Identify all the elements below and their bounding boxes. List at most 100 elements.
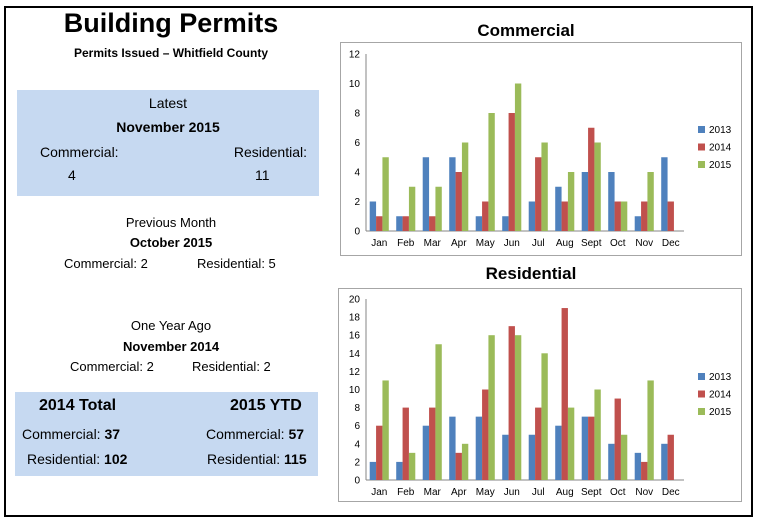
bar-2015 [620, 201, 628, 231]
bar-2015 [488, 335, 495, 480]
bar-2015 [461, 142, 469, 231]
totals-right-heading: 2015 YTD [230, 397, 302, 414]
previous-month-residential: Residential: 5 [197, 256, 276, 271]
latest-residential-value: 11 [255, 167, 270, 183]
x-tick-label: Jul [532, 487, 545, 498]
bar-2014 [667, 201, 674, 231]
legend-swatch-2013 [698, 126, 705, 133]
latest-commercial-value: 4 [68, 167, 76, 183]
x-tick-label: Feb [397, 487, 415, 498]
bar-2014 [455, 452, 462, 480]
legend-label-2014: 2014 [709, 390, 732, 401]
bar-2013 [396, 461, 403, 480]
latest-residential-label: Residential: [233, 144, 307, 160]
bar-2015 [408, 186, 416, 231]
x-tick-label: Jun [504, 487, 520, 498]
x-tick-label: Jun [504, 238, 520, 249]
bar-2013 [369, 461, 377, 480]
bar-2014 [561, 201, 568, 231]
bar-2015 [382, 380, 389, 480]
bar-2013 [581, 172, 589, 231]
bar-2013 [608, 443, 615, 480]
totals-left-residential-label: Residential: [27, 451, 101, 467]
bar-2014 [535, 157, 542, 231]
bar-2014 [376, 425, 383, 480]
bar-2014 [402, 407, 409, 480]
page-title: Building Permits [63, 8, 279, 38]
bar-2015 [488, 113, 495, 231]
legend-swatch-2014 [698, 390, 705, 398]
latest-panel: Latest November 2015 Commercial: Residen… [17, 90, 319, 196]
bar-2015 [647, 172, 654, 231]
totals-left-commercial-value: 37 [104, 426, 121, 442]
previous-month-commercial: Commercial: 2 [64, 256, 148, 271]
totals-right-residential-label: Residential: [207, 451, 281, 467]
x-tick-label: Sept [581, 487, 602, 498]
bar-2015 [382, 157, 389, 231]
totals-left-residential: Residential: 102 [27, 451, 127, 467]
x-tick-label: May [476, 238, 495, 249]
legend-swatch-2013 [698, 373, 705, 380]
totals-right-commercial-value: 57 [288, 426, 305, 442]
bar-2015 [514, 335, 522, 480]
bar-2013 [555, 186, 562, 231]
commercial-chart-title: Commercial [477, 21, 575, 40]
bar-2014 [667, 434, 674, 480]
totals-right-commercial: Commercial: 57 [206, 426, 304, 442]
y-tick-label: 18 [349, 313, 361, 324]
x-tick-label: Apr [451, 238, 467, 249]
x-tick-label: Oct [610, 487, 626, 498]
legend-swatch-2015 [698, 161, 705, 168]
bar-2015 [647, 380, 654, 480]
legend-label-2015: 2015 [709, 407, 732, 418]
bar-2014 [508, 326, 515, 480]
x-tick-label: Oct [610, 238, 626, 249]
bar-2013 [422, 425, 430, 480]
bar-2013 [449, 416, 456, 480]
y-tick-label: 16 [349, 331, 361, 342]
bar-2015 [594, 389, 601, 480]
bar-2014 [376, 216, 383, 231]
bar-2015 [594, 142, 601, 231]
commercial-chart: 0 2 4 6 8 10 12 Jan Feb Mar Apr May Jun Jul Aug Sept Oct… [340, 42, 742, 256]
bar-2013 [634, 216, 642, 231]
y-tick-label: 2 [354, 457, 360, 468]
bar-2013 [634, 452, 642, 480]
previous-month-period: October 2015 [129, 235, 213, 250]
year-ago-residential: Residential: 2 [192, 359, 271, 374]
y-tick-label: 4 [354, 168, 360, 179]
bar-2015 [567, 172, 575, 231]
x-tick-label: Dec [662, 487, 680, 498]
y-tick-label: 4 [354, 439, 360, 450]
y-tick-label: 10 [349, 385, 361, 396]
bar-2013 [369, 201, 377, 231]
year-ago-period: November 2014 [122, 339, 220, 354]
bar-2014 [588, 416, 595, 480]
totals-right-commercial-label: Commercial: [206, 426, 285, 442]
y-tick-label: 0 [354, 476, 360, 487]
bar-2014 [641, 461, 648, 480]
bar-2015 [435, 344, 442, 480]
x-tick-label: Mar [424, 238, 442, 249]
bar-2015 [567, 407, 575, 480]
bar-2013 [555, 425, 562, 480]
x-tick-label: Nov [635, 238, 653, 249]
bar-2015 [408, 452, 416, 480]
bar-2013 [502, 434, 509, 480]
bar-2013 [661, 157, 668, 231]
year-ago-heading: One Year Ago [130, 318, 212, 333]
bar-2013 [608, 172, 615, 231]
y-tick-label: 6 [354, 421, 360, 432]
x-tick-label: Aug [556, 487, 574, 498]
bar-2014 [641, 201, 648, 231]
y-tick-label: 12 [349, 367, 361, 378]
x-tick-label: Jan [371, 487, 387, 498]
x-tick-label: Sept [581, 238, 602, 249]
y-tick-label: 6 [354, 138, 360, 149]
bar-2015 [461, 443, 469, 480]
bar-2013 [528, 434, 536, 480]
y-tick-label: 0 [354, 227, 360, 238]
y-tick-label: 14 [349, 349, 361, 360]
latest-period: November 2015 [116, 119, 220, 135]
legend-swatch-2014 [698, 143, 705, 151]
